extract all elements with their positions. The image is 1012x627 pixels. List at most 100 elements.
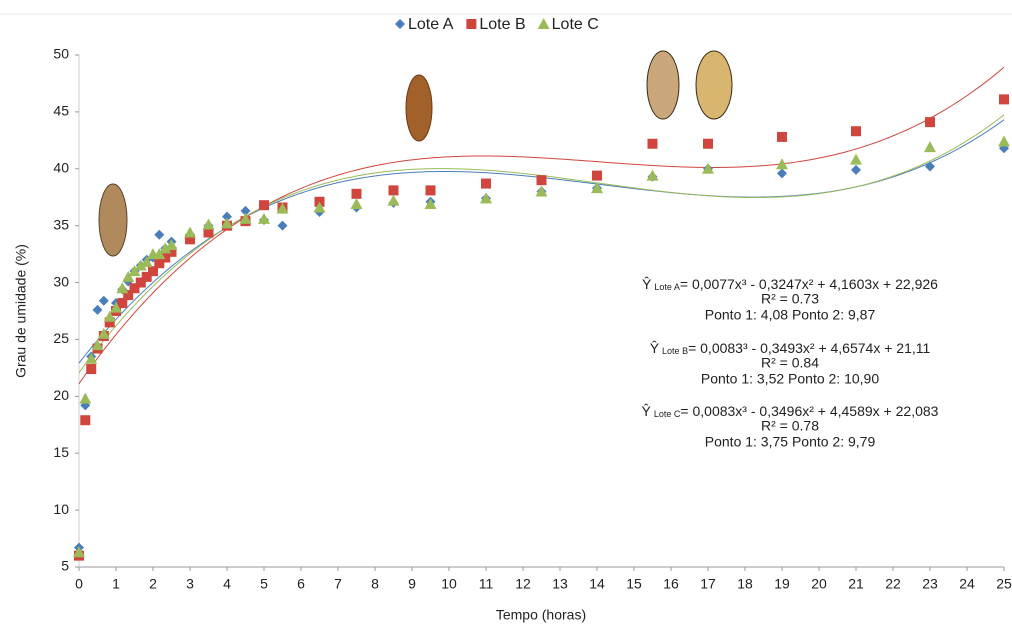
point	[140, 256, 153, 268]
point	[104, 317, 115, 328]
point	[481, 178, 491, 189]
trend-line	[78, 114, 1005, 373]
y-tick-label: 10	[53, 501, 69, 517]
x-tick-label: 17	[700, 576, 716, 592]
trend-line	[78, 66, 1005, 384]
y-hat: Ŷ	[642, 276, 652, 292]
subscript: Lote C	[654, 409, 681, 419]
x-tick-label: 19	[774, 576, 790, 592]
point	[148, 266, 158, 277]
point	[239, 212, 252, 224]
legend-label: Lote A	[408, 16, 454, 33]
seed-image	[405, 74, 433, 142]
x-tick-label: 3	[186, 576, 194, 592]
x-tick-label: 5	[260, 576, 268, 592]
x-tick-label: 2	[149, 576, 157, 592]
legend-label: Lote C	[552, 16, 599, 33]
point	[351, 188, 362, 199]
seed-image	[695, 50, 733, 120]
point	[387, 194, 400, 206]
point	[925, 117, 935, 128]
point	[159, 242, 172, 254]
point	[424, 198, 437, 210]
point	[185, 234, 195, 245]
point	[103, 310, 116, 322]
point	[122, 270, 135, 282]
points: Ponto 1: 3,52 Ponto 2: 10,90	[701, 371, 879, 387]
y-axis-title: Grau de umidade (%)	[13, 244, 29, 378]
point	[850, 153, 862, 165]
x-tick-label: 18	[737, 576, 753, 592]
r-squared: R² = 0.73	[761, 291, 819, 307]
point	[129, 283, 140, 294]
x-tick-label: 0	[75, 576, 83, 592]
point	[91, 339, 104, 351]
point	[166, 246, 177, 257]
equation-text: = 0,0077x³ - 0,3247x² + 4,1603x + 22,926	[680, 276, 938, 292]
point	[154, 258, 165, 269]
points: Ponto 1: 3,75 Ponto 2: 9,79	[705, 434, 876, 450]
subscript: Lote A	[654, 282, 680, 292]
point	[925, 161, 935, 172]
trend-line	[78, 119, 1005, 364]
point	[135, 277, 146, 288]
y-tick-label: 15	[53, 444, 69, 460]
y-tick-label: 45	[53, 103, 69, 119]
point	[350, 198, 363, 210]
point	[591, 182, 603, 194]
x-tick-label: 22	[885, 576, 901, 592]
point	[203, 227, 214, 238]
equation-text: = 0,0083³ - 0,3493x² + 4,6574x + 21,11	[688, 340, 930, 356]
point	[536, 175, 547, 186]
x-tick-label: 20	[811, 576, 827, 592]
equation: Ŷ Lote A= 0,0077x³ - 0,3247x² + 4,1603x +…	[642, 276, 938, 293]
point	[313, 201, 326, 213]
x-tick-label: 24	[959, 576, 975, 592]
legend: Lote A Lote B Lote C	[395, 16, 599, 33]
y-tick-label: 30	[53, 273, 69, 289]
point	[702, 162, 714, 174]
equation: Ŷ Lote C= 0,0083x³ - 0,3496x² + 4,4589x +…	[642, 403, 939, 420]
point	[480, 192, 492, 204]
point	[258, 212, 270, 224]
x-tick-label: 13	[552, 576, 568, 592]
point	[153, 248, 166, 260]
point	[221, 217, 233, 229]
y-tick-label: 50	[53, 46, 69, 62]
point	[160, 252, 171, 263]
equation-text: = 0,0083x³ - 0,3496x² + 4,4589x + 22,083	[680, 403, 938, 419]
point	[924, 141, 936, 153]
point	[259, 200, 269, 211]
point	[128, 265, 141, 277]
point	[123, 290, 134, 301]
x-tick-label: 9	[408, 576, 416, 592]
seed-image	[98, 183, 128, 257]
point	[277, 220, 288, 231]
point	[80, 415, 91, 426]
y-hat: Ŷ	[642, 403, 652, 419]
x-tick-label: 7	[334, 576, 342, 592]
y-tick-label: 20	[53, 387, 69, 403]
x-tick-label: 4	[223, 576, 231, 592]
point	[202, 218, 215, 230]
point	[141, 271, 152, 282]
x-tick-label: 14	[589, 576, 605, 592]
legend-label: Lote B	[479, 16, 525, 33]
x-axis-title: Tempo (horas)	[496, 607, 586, 623]
x-tick-label: 1	[112, 576, 120, 592]
x-tick-label: 12	[515, 576, 531, 592]
point	[86, 364, 97, 375]
legend-marker	[466, 19, 477, 29]
legend-marker	[537, 18, 550, 29]
y-tick-label: 40	[53, 159, 69, 175]
point	[388, 185, 399, 196]
x-tick-label: 11	[479, 576, 494, 592]
point	[535, 185, 548, 197]
point	[92, 304, 103, 315]
point	[592, 170, 602, 181]
y-tick-label: 35	[53, 216, 69, 232]
x-tick-label: 25	[996, 576, 1012, 592]
point	[73, 546, 85, 558]
point	[116, 282, 129, 294]
x-tick-label: 8	[371, 576, 379, 592]
